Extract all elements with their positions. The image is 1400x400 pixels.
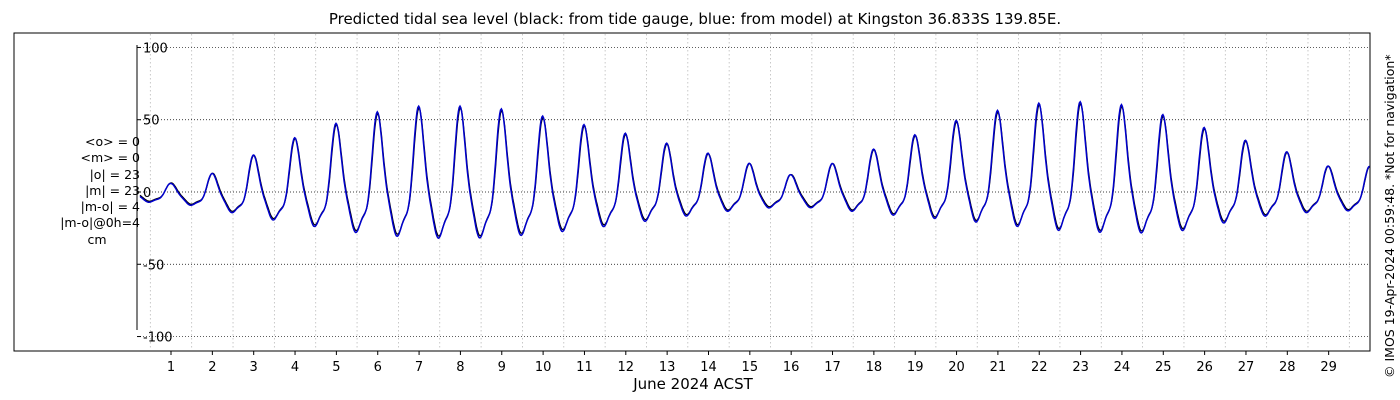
x-tick-label: 27 [1238,360,1255,375]
x-tick-label: 25 [1155,360,1172,375]
x-tick-label: 9 [498,360,506,375]
x-tick-label: 26 [1196,360,1213,375]
x-tick-label: 7 [415,360,423,375]
y-tick-label: 0 [143,186,151,201]
x-tick-label: 28 [1279,360,1296,375]
series-line-model [139,100,1370,240]
x-tick-label: 22 [1031,360,1048,375]
stat-unit: cm [87,231,107,247]
y-tick-label: -50 [143,258,164,273]
x-tick-label: 29 [1320,360,1337,375]
statistics-panel: <o> = 0 <m> = 0 |o| = 23 |m| = 23 |m-o| … [20,134,140,248]
x-tick-label: 4 [291,360,299,375]
x-tick-label: 5 [332,360,340,375]
x-tick-label: 3 [250,360,258,375]
x-tick-label: 20 [948,360,965,375]
stat-model-abs: |m| = 23 [85,182,140,198]
x-tick-label: 18 [866,360,883,375]
x-tick-label: 13 [659,360,676,375]
x-tick-label: 12 [618,360,635,375]
x-tick-label: 11 [576,360,593,375]
series-line-tide-gauge [139,103,1371,237]
y-tick-label: 100 [143,41,168,56]
stat-obs-abs: |o| = 23 [89,166,140,182]
x-tick-label: 24 [1114,360,1131,375]
copyright-notice: © IMOS 19-Apr-2024 00:59:48. *Not for na… [1382,54,1397,378]
x-tick-label: 23 [1072,360,1089,375]
chart-frame [13,32,1371,352]
x-tick-label: 6 [374,360,382,375]
x-tick-label: 1 [167,360,175,375]
stat-obs-mean: <o> = 0 [85,134,140,149]
x-tick-label: 21 [990,360,1007,375]
x-axis-ticks: 1 2 3 4 5 6 7 8 9 10 11 12 13 14 15 16 17 18 19 20 21 22 23 24 2… [167,351,1337,375]
x-tick-label: 14 [700,360,717,375]
y-tick-label: 50 [143,114,160,129]
chart-title: Predicted tidal sea level (black: from t… [328,10,1062,28]
x-tick-label: 10 [535,360,552,375]
x-tick-label: 15 [742,360,759,375]
series-lines [139,100,1371,240]
stat-diff-abs: |m-o| = 4 [80,199,140,215]
x-tick-label: 19 [907,360,924,375]
x-axis-label: June 2024 ACST [633,375,753,393]
y-tick-label: -100 [143,331,173,346]
x-tick-label: 8 [456,360,464,375]
gridlines [140,34,1370,350]
stat-diff-abs-0h: |m-o|@0h=4 [60,215,140,231]
x-tick-label: 17 [824,360,841,375]
x-tick-label: 2 [208,360,216,375]
stat-model-mean: <m> = 0 [80,150,141,166]
y-axis-ticks: -100 -50 0 50 100 [137,41,173,346]
x-tick-label: 16 [783,360,800,375]
